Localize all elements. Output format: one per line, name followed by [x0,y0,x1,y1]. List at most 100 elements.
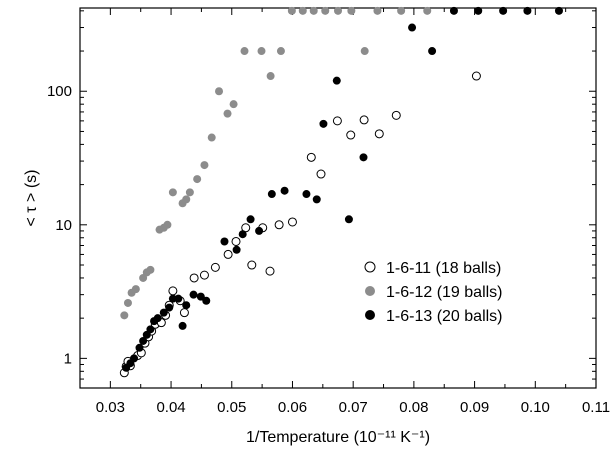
legend-marker [365,286,375,296]
data-point [287,217,297,227]
data-point [257,47,266,56]
data-point [189,290,198,299]
data-point [306,152,316,162]
data-point [523,6,532,15]
data-point [200,161,209,170]
x-tick-label: 0.05 [217,399,246,416]
data-point [397,6,406,15]
data-point [220,237,229,246]
data-point [391,110,401,120]
data-point [174,294,183,303]
data-point [185,188,194,197]
data-point [346,130,356,140]
data-point [334,6,342,15]
axis-ticks: 0.03 0.04 0.05 0.06 0.07 0.08 0.09 0.10 0.11 1 10 1… [47,8,610,416]
data-point [193,175,202,184]
legend: 1-6-11 (18 balls) 1-6-12 (19 balls) 1-6-13… [364,260,503,325]
data-point [359,115,369,125]
legend-label: 1-6-13 (20 balls) [386,308,503,325]
data-point [159,308,168,317]
data-point [207,133,216,142]
data-points [119,6,563,378]
x-tick-label: 0.07 [339,399,368,416]
x-tick-label: 0.08 [399,399,428,416]
data-point [123,298,132,307]
data-point [231,236,241,246]
data-point [287,6,296,15]
data-point [135,343,144,352]
data-point [267,190,276,199]
series-3 [122,6,563,372]
data-point [347,6,356,15]
data-point [202,296,211,305]
data-point [165,303,174,312]
y-axis-title: < τ > (s) [23,170,40,227]
data-point [344,215,353,224]
data-point [163,220,172,229]
y-tick-label: 10 [55,217,72,234]
data-point [449,6,458,15]
data-point [131,285,140,294]
data-point [554,6,563,15]
data-point [229,100,238,109]
data-point [332,116,342,126]
x-tick-label: 0.10 [521,399,550,416]
data-point [210,262,220,272]
y-tick-label: 100 [47,83,72,100]
data-point [255,226,264,235]
data-point [189,273,199,283]
data-point [179,308,189,318]
data-point [423,6,432,15]
data-point [266,72,275,81]
y-tick-label: 1 [64,350,72,367]
data-point [274,220,284,230]
x-tick-label: 0.06 [278,399,307,416]
x-axis-title: 1/Temperature (10⁻¹¹ K⁻¹) [246,429,430,446]
data-point [240,47,249,56]
legend-marker [364,261,376,273]
data-point [182,195,191,204]
data-point [374,129,384,139]
data-point [168,188,177,197]
data-point [139,336,148,345]
data-point [223,249,233,259]
data-point [373,6,382,15]
data-point [298,6,307,15]
x-tick-label: 0.11 [582,399,610,416]
data-point [428,47,437,56]
legend-marker [365,310,375,320]
data-point [471,71,481,81]
data-point [316,169,326,179]
data-point [238,230,247,239]
series-2 [120,6,432,320]
data-point [360,47,369,56]
data-point [332,76,341,85]
data-point [474,6,483,15]
data-point [309,6,318,15]
data-point [199,270,209,280]
data-point [223,109,232,118]
data-point [215,87,224,96]
x-tick-label: 0.04 [156,399,185,416]
data-point [246,215,255,224]
data-point [168,286,178,296]
data-point [359,153,368,162]
data-point [178,321,187,330]
x-tick-label: 0.09 [460,399,489,416]
data-point [302,190,311,199]
data-point [196,292,205,301]
data-point [130,354,139,363]
data-point [321,6,330,15]
data-point [276,47,285,56]
x-tick-label: 0.03 [96,399,125,416]
data-point [153,314,162,323]
data-point [319,119,328,128]
data-point [120,311,129,320]
data-point [146,325,155,334]
data-point [182,301,191,310]
data-point [280,186,289,195]
data-point [499,6,508,15]
data-point [232,245,241,254]
